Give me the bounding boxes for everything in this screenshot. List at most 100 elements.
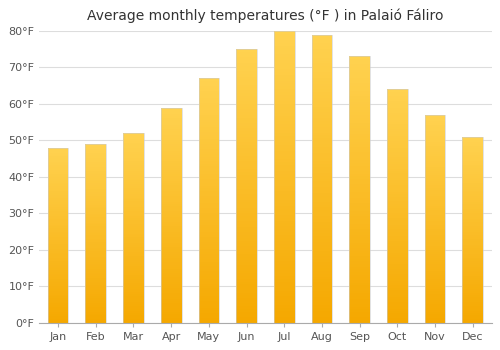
Bar [123,251,144,252]
Bar [350,56,370,59]
Bar [350,160,370,163]
Bar [350,110,370,112]
Bar [236,205,257,208]
Bar [236,68,257,71]
Bar [424,169,446,171]
Bar [462,259,483,261]
Bar [274,46,294,48]
Bar [462,248,483,250]
Bar [462,170,483,172]
Bar [198,169,219,171]
Bar [274,226,294,229]
Bar [274,282,294,285]
Bar [387,122,408,124]
Bar [123,292,144,294]
Bar [236,156,257,159]
Bar [236,161,257,164]
Bar [424,287,446,289]
Bar [198,91,219,93]
Bar [86,276,106,278]
Bar [198,286,219,288]
Bar [312,84,332,86]
Bar [161,110,182,112]
Bar [350,139,370,142]
Bar [312,242,332,245]
Bar [236,252,257,254]
Bar [48,265,68,267]
Bar [387,316,408,318]
Bar [86,231,106,233]
Bar [274,78,294,80]
Bar [312,121,332,124]
Bar [236,178,257,181]
Bar [236,112,257,115]
Bar [48,249,68,251]
Bar [198,149,219,152]
Bar [236,186,257,189]
Bar [236,118,257,120]
Bar [198,100,219,103]
Bar [387,227,408,229]
Bar [387,288,408,290]
Bar [48,195,68,197]
Bar [312,115,332,118]
Bar [86,214,106,216]
Bar [236,230,257,232]
Bar [123,290,144,292]
Bar [236,98,257,101]
Bar [48,272,68,274]
Bar [462,321,483,323]
Bar [424,281,446,283]
Bar [462,172,483,174]
Bar [462,278,483,280]
Bar [86,237,106,239]
Bar [424,312,446,314]
Bar [198,228,219,230]
Bar [274,130,294,133]
Bar [123,184,144,186]
Bar [198,247,219,249]
Bar [86,206,106,208]
Bar [387,306,408,309]
Bar [312,262,332,265]
Bar [236,150,257,153]
Bar [350,176,370,179]
Bar [462,228,483,230]
Bar [161,230,182,232]
Bar [198,203,219,205]
Bar [236,227,257,230]
Bar [48,167,68,169]
Bar [350,120,370,123]
Bar [86,260,106,262]
Bar [424,233,446,235]
Bar [48,277,68,279]
Bar [350,158,370,160]
Bar [86,308,106,310]
Bar [48,148,68,149]
Bar [48,267,68,268]
Bar [86,290,106,292]
Bar [86,315,106,317]
Bar [86,149,106,151]
Bar [86,230,106,231]
Bar [161,290,182,293]
Bar [462,176,483,177]
Bar [424,206,446,208]
Bar [274,238,294,241]
Bar [236,238,257,240]
Bar [350,123,370,126]
Bar [161,239,182,241]
Bar [123,220,144,222]
Bar [86,153,106,155]
Bar [274,200,294,203]
Bar [161,271,182,273]
Bar [312,282,332,285]
Bar [198,159,219,161]
Bar [312,300,332,302]
Bar [350,264,370,267]
Bar [86,169,106,171]
Bar [274,34,294,37]
Bar [48,274,68,275]
Bar [387,101,408,103]
Bar [123,298,144,300]
